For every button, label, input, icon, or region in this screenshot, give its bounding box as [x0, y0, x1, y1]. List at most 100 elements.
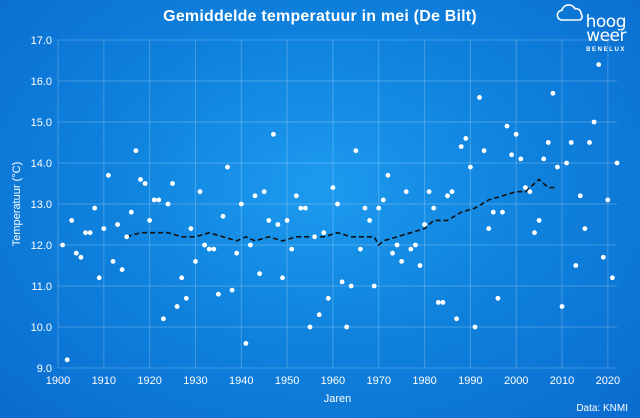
data-point	[440, 300, 446, 305]
data-point	[238, 201, 244, 207]
data-point	[536, 218, 542, 223]
data-point	[495, 295, 501, 301]
data-point	[147, 218, 153, 223]
data-point	[454, 316, 459, 322]
data-point	[550, 90, 556, 96]
y-tick-label: 11.0	[31, 281, 52, 293]
data-source-note: Data: KNMI	[576, 403, 628, 414]
x-tick-label: 1980	[412, 375, 436, 387]
x-tick-label: 1950	[275, 375, 299, 387]
data-point	[591, 119, 597, 125]
data-point	[385, 172, 391, 178]
data-point	[523, 185, 528, 191]
data-point	[266, 218, 272, 223]
data-point	[417, 263, 423, 268]
moving-average-line	[126, 178, 558, 247]
data-point	[165, 201, 171, 207]
data-point	[293, 193, 299, 199]
data-point	[151, 197, 157, 203]
data-point	[243, 341, 249, 346]
data-point	[422, 222, 427, 227]
data-point	[573, 263, 579, 268]
data-point	[509, 152, 514, 158]
x-tick-label: 1920	[137, 375, 161, 387]
data-point	[518, 156, 524, 162]
data-point	[124, 234, 130, 240]
data-point	[449, 189, 455, 195]
data-point	[211, 246, 217, 252]
cloud-icon	[556, 4, 583, 21]
data-point	[477, 95, 482, 100]
data-point	[128, 209, 134, 215]
data-point	[394, 242, 400, 248]
data-point	[367, 218, 372, 223]
line-layer	[126, 178, 558, 247]
data-point	[252, 193, 258, 199]
data-point	[472, 324, 478, 330]
data-point	[138, 177, 143, 182]
data-point	[303, 205, 308, 211]
data-point	[577, 193, 583, 199]
data-point	[358, 246, 363, 252]
x-tick-label: 2010	[550, 375, 574, 387]
chart-title: Gemiddelde temperatuur in mei (De Bilt)	[163, 8, 477, 25]
brand-logo: hoog weer BENELUX	[554, 4, 627, 60]
y-tick-label: 14.0	[31, 158, 52, 170]
data-point	[513, 131, 519, 137]
x-tick-label: 2020	[596, 375, 620, 387]
data-point	[371, 283, 377, 289]
data-point	[504, 123, 510, 129]
x-tick-label: 1970	[366, 375, 390, 387]
y-tick-label: 10.0	[31, 322, 52, 334]
data-point	[225, 164, 230, 170]
data-point	[197, 189, 203, 195]
data-point	[325, 295, 331, 301]
data-point	[170, 181, 175, 186]
data-point	[119, 267, 125, 272]
grid-layer	[57, 39, 617, 369]
data-point	[468, 164, 473, 170]
x-tick-label: 1940	[229, 375, 253, 387]
data-point	[486, 226, 492, 232]
x-tick-label: 2000	[504, 375, 528, 387]
y-tick-label: 12.0	[31, 240, 52, 252]
data-point	[587, 140, 592, 145]
y-tick-label: 17.0	[31, 35, 52, 47]
data-point	[115, 222, 120, 227]
data-point	[399, 259, 404, 264]
data-point	[614, 160, 620, 166]
axis-layer: 9.0 10.0 11.0 12.0 13.0 14.0 15.0 16.0 17.0 1900 1…	[31, 35, 621, 387]
data-point	[380, 197, 386, 203]
logo-line-2: weer	[586, 26, 626, 46]
data-point	[403, 189, 409, 195]
data-point	[161, 316, 166, 322]
data-point	[106, 172, 111, 178]
data-point	[248, 242, 253, 248]
data-point	[220, 213, 226, 219]
y-tick-label: 13.0	[31, 199, 52, 211]
data-point	[426, 189, 432, 195]
data-point	[271, 131, 276, 137]
data-point	[87, 230, 93, 236]
data-point	[600, 254, 606, 260]
data-point	[142, 181, 148, 186]
data-point	[463, 136, 469, 141]
data-point	[83, 230, 88, 236]
data-point	[335, 201, 340, 207]
data-point	[101, 226, 107, 232]
data-point	[216, 291, 221, 297]
data-point	[183, 295, 189, 301]
data-point	[348, 283, 354, 289]
data-point	[435, 300, 441, 305]
data-point	[344, 324, 350, 330]
data-point	[73, 250, 79, 256]
data-point	[596, 62, 602, 67]
data-point	[174, 304, 180, 309]
data-point	[316, 312, 322, 318]
data-point	[110, 259, 116, 264]
data-point	[582, 226, 588, 232]
data-point	[545, 140, 551, 145]
y-axis-label: Temperatuur (°C)	[11, 162, 23, 246]
data-point	[490, 209, 496, 215]
